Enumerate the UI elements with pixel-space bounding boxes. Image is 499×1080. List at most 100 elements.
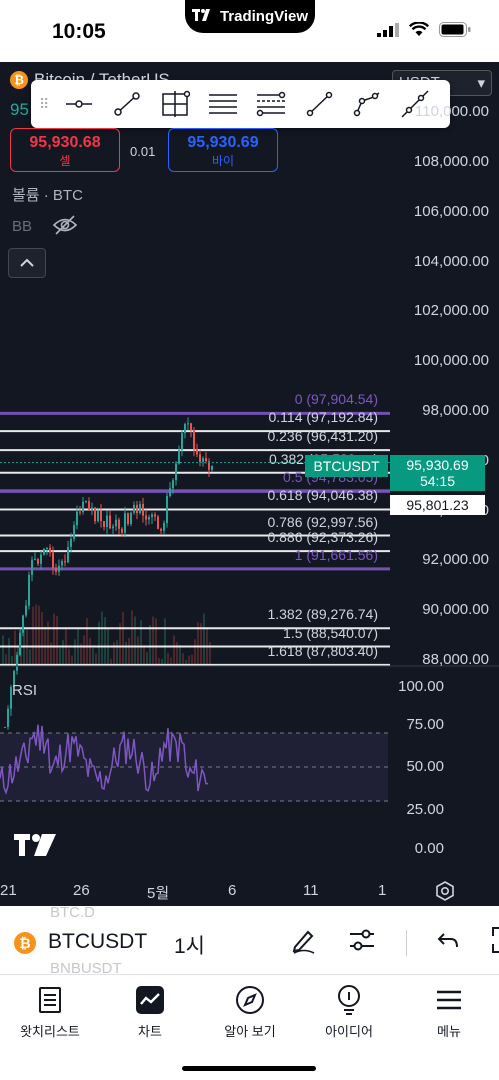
candle-body: [46, 547, 48, 549]
candle-body: [136, 504, 138, 513]
candle-body: [100, 510, 102, 521]
time-axis-label: 26: [73, 882, 90, 899]
crosshair-tool-icon[interactable]: [155, 84, 195, 124]
price-axis-label: 108,000.00: [413, 153, 489, 170]
candle-body: [127, 513, 129, 525]
tradingview-watermark-icon[interactable]: [14, 834, 56, 861]
trend-line-tool-icon[interactable]: [107, 84, 147, 124]
candle-body: [211, 465, 213, 470]
chart-settings-icon[interactable]: [434, 880, 456, 906]
candle-body: [154, 514, 156, 517]
chevron-down-icon: ▾: [477, 75, 485, 92]
candle-body: [139, 503, 141, 513]
candle-body: [130, 512, 132, 525]
nav-chart[interactable]: 차트: [100, 983, 200, 1040]
spread-value: 0.01: [130, 144, 156, 159]
volume-bar: [104, 616, 106, 666]
candle-body: [79, 511, 81, 513]
fib-retracement-tool-icon[interactable]: [251, 84, 291, 124]
candle-body: [181, 433, 183, 451]
nav-label: 왓치리스트: [20, 1024, 80, 1039]
nav-menu[interactable]: 메뉴: [399, 983, 499, 1040]
ray-tool-icon[interactable]: [299, 84, 339, 124]
candle-body: [40, 554, 42, 564]
fib-level-label: 1.5 (88,540.07): [283, 624, 378, 641]
eye-hidden-icon[interactable]: [52, 214, 78, 241]
volume-indicator-label[interactable]: 볼륨 · BTC: [12, 187, 83, 204]
candle-body: [157, 516, 159, 529]
bb-indicator-label[interactable]: BB: [12, 218, 33, 235]
candle-body: [190, 423, 192, 430]
candle-body: [124, 513, 126, 533]
candle-body: [121, 528, 123, 533]
volume-bar: [74, 639, 76, 666]
last-price-tag: 95,930.69 54:15: [390, 455, 485, 491]
nav-label: 아이디어: [325, 1024, 373, 1039]
candle-body: [109, 515, 111, 529]
time-axis-label: 11: [303, 882, 319, 899]
drag-handle-icon[interactable]: ⠿: [39, 96, 49, 112]
candle-body: [88, 501, 90, 510]
parallel-lines-tool-icon[interactable]: [203, 84, 243, 124]
candle-body: [133, 504, 135, 513]
volume-bar: [86, 618, 88, 666]
app-name: TradingView: [219, 8, 309, 25]
candle-body: [97, 510, 99, 522]
candle-body: [67, 546, 69, 563]
candle-body: [205, 458, 207, 462]
volume-bar: [89, 638, 91, 666]
volume-bar: [62, 639, 64, 666]
volume-bar: [92, 648, 94, 666]
candle-body: [43, 548, 45, 555]
bottom-navigation: 왓치리스트 차트 알아 보기 아이디어 메뉴: [0, 974, 499, 1080]
tradingview-logo-icon: [191, 8, 214, 25]
fib-level-label: 1.618 (87,803.40): [267, 642, 378, 659]
symbol-selector[interactable]: BTCUSDT: [48, 930, 148, 953]
chart-icon: [100, 983, 200, 1017]
extended-line-tool-icon[interactable]: [395, 84, 435, 124]
fullscreen-icon[interactable]: [489, 926, 499, 959]
volume-bar: [182, 653, 184, 666]
fib-band: [0, 489, 390, 494]
price-axis-label: 88,000.00: [422, 651, 489, 668]
drawing-pen-icon[interactable]: [290, 926, 318, 959]
collapse-legend-button[interactable]: [8, 248, 46, 278]
time-axis[interactable]: 21 26 5월 6 11 1: [0, 872, 390, 906]
chart-area[interactable]: ₿ Bitcoin / TetherUS 95 USDT ▾ ⠿: [0, 62, 499, 906]
sell-button[interactable]: 95,930.68 셀: [10, 128, 120, 172]
rsi-line: [0, 724, 209, 796]
dynamic-island: TradingView: [185, 0, 315, 33]
candle-body: [103, 520, 105, 527]
buy-button[interactable]: 95,930.69 바이: [168, 128, 278, 172]
symbol-bar-tools: [290, 926, 499, 959]
volume-bar: [143, 646, 145, 666]
price-chart[interactable]: [0, 62, 499, 906]
volume-bar: [128, 637, 130, 666]
rsi-axis-label: 75.00: [406, 715, 444, 733]
bar-countdown: 54:15: [419, 473, 456, 489]
nav-explore[interactable]: 알아 보기: [200, 983, 300, 1040]
interval-selector[interactable]: 1시: [174, 935, 205, 958]
volume-bar: [164, 618, 166, 666]
candle-body: [61, 561, 63, 566]
volume-bar: [41, 612, 43, 666]
candle-body: [37, 559, 39, 564]
volume-bar: [122, 612, 124, 666]
price-axis-label: 102,000.00: [413, 302, 489, 320]
rsi-label[interactable]: RSI: [12, 682, 38, 699]
candle-body: [202, 458, 204, 462]
drawing-toolbar: ⠿: [31, 80, 450, 128]
undo-icon[interactable]: [437, 931, 459, 954]
nav-ideas[interactable]: 아이디어: [299, 983, 399, 1040]
candle-body: [49, 547, 51, 553]
indicators-sliders-icon[interactable]: [348, 928, 376, 957]
horizontal-ray-tool-icon[interactable]: [59, 84, 99, 124]
fib-level-label: 1 (91,661.56): [294, 546, 378, 563]
path-tool-icon[interactable]: [347, 84, 387, 124]
rsi-axis-label: 50.00: [406, 758, 444, 775]
home-indicator: [182, 1066, 316, 1071]
candle-body: [148, 517, 150, 520]
nav-watchlist[interactable]: 왓치리스트: [0, 983, 100, 1040]
last-price: 95,930.69: [406, 457, 469, 473]
signal-icon: [377, 22, 399, 37]
